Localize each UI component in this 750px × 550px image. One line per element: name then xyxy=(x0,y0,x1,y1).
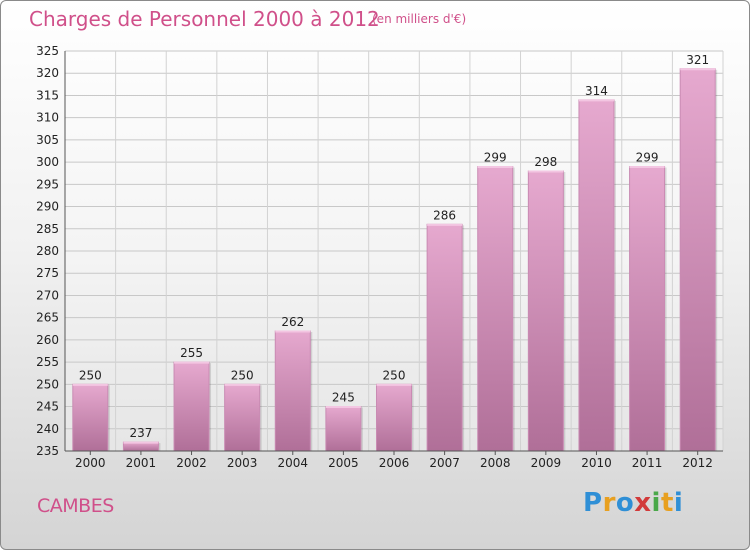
y-tick-label: 245 xyxy=(36,400,59,414)
bar-2002 xyxy=(173,361,210,452)
logo-letter: r xyxy=(602,488,616,518)
chart-subtitle: (en milliers d'€) xyxy=(372,12,467,26)
y-tick-label: 295 xyxy=(36,177,59,191)
y-tick-label: 240 xyxy=(36,422,59,436)
axes: 235 240 245 250 255 260 265 270 275 280 285 290 295 3… xyxy=(36,44,723,470)
x-tick-label-2011: 2011 xyxy=(632,456,663,470)
y-tick-label: 275 xyxy=(36,266,59,280)
y-tick-label: 270 xyxy=(36,288,59,302)
y-tick-label: 255 xyxy=(36,355,59,369)
bar-2010 xyxy=(578,99,615,452)
bar-2005 xyxy=(325,406,362,452)
bar-2008 xyxy=(477,166,514,452)
data-label-2010: 314 xyxy=(585,84,608,98)
data-label-2007: 286 xyxy=(433,208,456,222)
y-tick-label: 265 xyxy=(36,311,59,325)
city-name: CAMBES xyxy=(37,495,114,517)
data-label-2000: 250 xyxy=(79,368,102,382)
y-tick-label: 235 xyxy=(36,444,59,458)
y-tick-label: 320 xyxy=(36,66,59,80)
data-label-2003: 250 xyxy=(231,368,254,382)
logo-letter: i xyxy=(673,488,684,518)
bar-2003 xyxy=(224,383,261,452)
y-tick-label: 260 xyxy=(36,333,59,347)
bar-2009 xyxy=(527,170,564,452)
y-tick-label: 290 xyxy=(36,200,59,214)
data-label-2002: 255 xyxy=(180,346,203,360)
logo-letter: P xyxy=(583,488,603,518)
x-tick-label-2004: 2004 xyxy=(277,456,308,470)
x-tick-label-2010: 2010 xyxy=(581,456,612,470)
y-tick-label: 305 xyxy=(36,133,59,147)
bars: 250 237 255 250 262 245 250 286 299 298 314 299 321 xyxy=(72,53,718,452)
data-label-2001: 237 xyxy=(129,426,152,440)
logo-letter: o xyxy=(615,488,635,518)
bar-2000 xyxy=(72,383,109,452)
y-tick-label: 315 xyxy=(36,88,59,102)
x-tick-label-2007: 2007 xyxy=(429,456,460,470)
x-tick-label-2000: 2000 xyxy=(75,456,106,470)
data-label-2008: 299 xyxy=(484,151,507,165)
x-tick-label-2002: 2002 xyxy=(176,456,207,470)
x-tick-label-2005: 2005 xyxy=(328,456,359,470)
y-tick-label: 285 xyxy=(36,222,59,236)
logo-letter: t xyxy=(660,488,674,518)
y-tick-label: 325 xyxy=(36,44,59,58)
data-label-2012: 321 xyxy=(686,53,709,67)
data-label-2005: 245 xyxy=(332,391,355,405)
bar-2007 xyxy=(426,223,463,452)
data-label-2011: 299 xyxy=(636,151,659,165)
data-label-2004: 262 xyxy=(281,315,304,329)
data-label-2006: 250 xyxy=(383,368,406,382)
x-tick-label-2008: 2008 xyxy=(480,456,511,470)
y-tick-label: 280 xyxy=(36,244,59,258)
x-tick-label-2006: 2006 xyxy=(379,456,410,470)
logo-letter: x xyxy=(634,488,652,518)
x-tick-label-2012: 2012 xyxy=(682,456,713,470)
bar-2004 xyxy=(274,330,311,452)
bar-2006 xyxy=(376,383,412,452)
bar-2012 xyxy=(679,68,716,452)
y-tick-label: 300 xyxy=(36,155,59,169)
bar-2011 xyxy=(629,166,666,452)
logo-letter: i xyxy=(651,488,661,518)
chart-title: Charges de Personnel 2000 à 2012 xyxy=(29,7,380,31)
x-tick-label-2001: 2001 xyxy=(126,456,157,470)
data-label-2009: 298 xyxy=(534,155,557,169)
x-tick-label-2003: 2003 xyxy=(227,456,258,470)
proxiti-logo[interactable]: Proxiti xyxy=(583,488,683,518)
x-tick-label-2009: 2009 xyxy=(531,456,562,470)
y-tick-label: 250 xyxy=(36,377,59,391)
y-tick-label: 310 xyxy=(36,111,59,125)
